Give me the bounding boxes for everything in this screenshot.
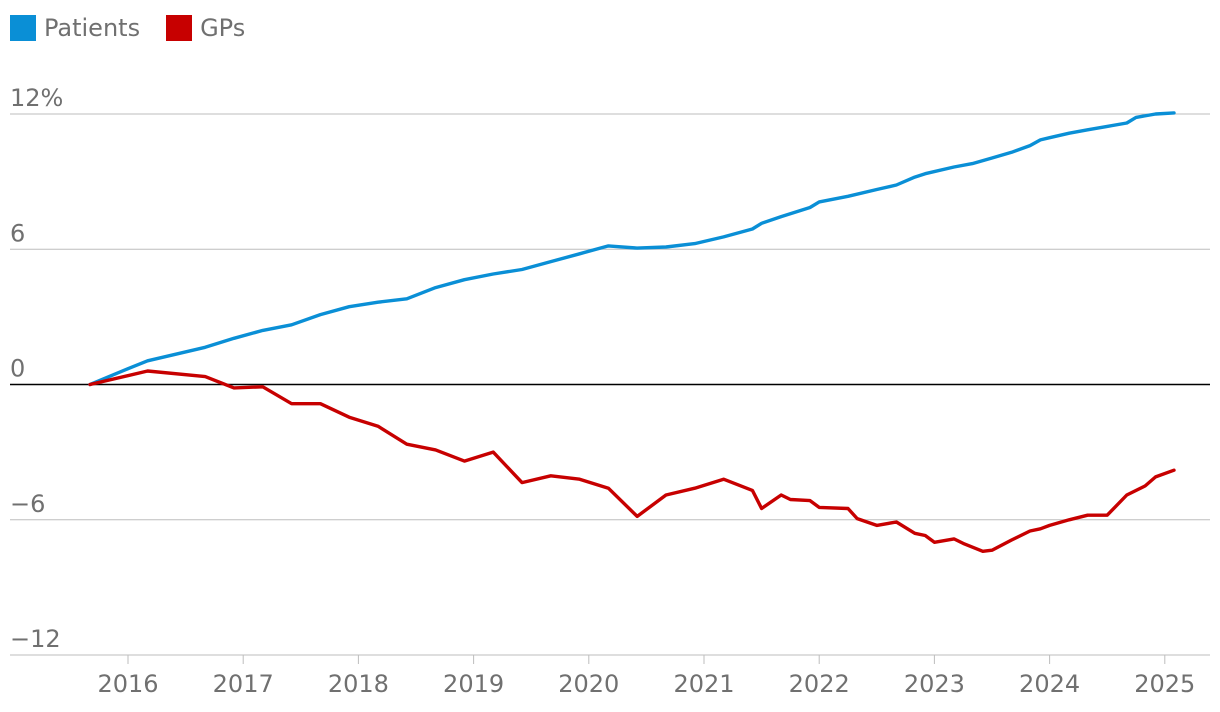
x-tick-label: 2025 bbox=[1134, 670, 1195, 698]
legend-item-gps: GPs bbox=[166, 14, 245, 42]
x-tick-label: 2019 bbox=[443, 670, 504, 698]
x-tick-label: 2020 bbox=[558, 670, 619, 698]
x-tick-label: 2017 bbox=[213, 670, 274, 698]
y-tick-label: 12% bbox=[10, 84, 63, 112]
x-tick-label: 2024 bbox=[1019, 670, 1080, 698]
x-tick-label: 2022 bbox=[789, 670, 850, 698]
y-tick-label: 0 bbox=[10, 355, 25, 383]
y-tick-label: −6 bbox=[10, 490, 45, 518]
y-tick-label: 6 bbox=[10, 219, 25, 247]
x-tick-labels: 2016 2017 2018 2019 2020 2021 2022 2023 2024 2025 bbox=[97, 655, 1195, 698]
series-line-gps bbox=[88, 369, 1176, 553]
y-tick-labels: 12% 6 0 −6 −12 bbox=[10, 84, 63, 653]
legend-label-gps: GPs bbox=[200, 14, 246, 42]
series-line-patients bbox=[88, 111, 1176, 387]
legend-swatch-gps bbox=[166, 15, 193, 41]
grid-lines bbox=[10, 113, 1210, 656]
series-lines bbox=[88, 111, 1176, 553]
y-tick-label: −12 bbox=[10, 625, 61, 653]
legend-item-patients: Patients bbox=[10, 14, 140, 42]
x-tick-label: 2018 bbox=[328, 670, 389, 698]
x-tick-label: 2021 bbox=[673, 670, 734, 698]
x-tick-label: 2016 bbox=[97, 670, 158, 698]
legend-swatch-patients bbox=[10, 15, 36, 41]
x-tick-label: 2023 bbox=[904, 670, 965, 698]
legend: Patients GPs bbox=[10, 14, 271, 42]
legend-label-patients: Patients bbox=[44, 14, 141, 42]
